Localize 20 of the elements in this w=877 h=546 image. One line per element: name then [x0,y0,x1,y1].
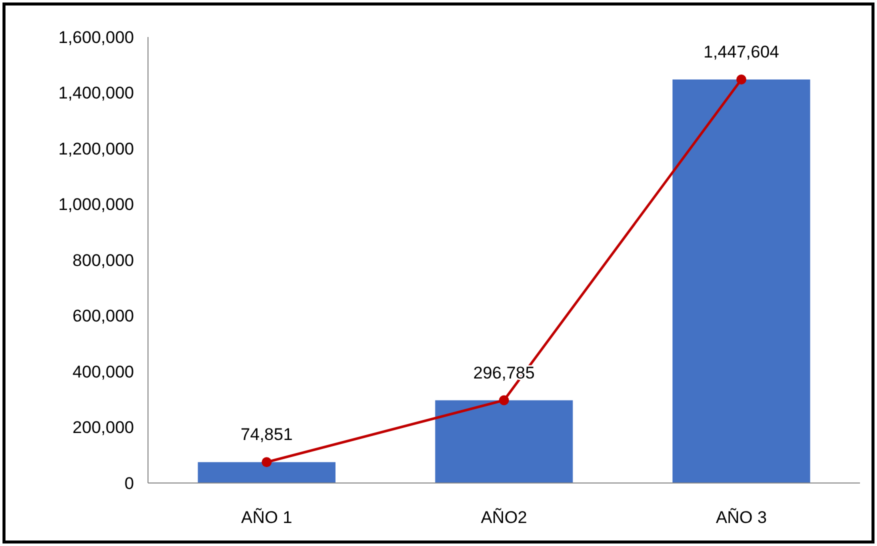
y-tick-label: 1,000,000 [58,195,134,214]
y-tick-label: 1,400,000 [58,84,134,103]
y-tick-label: 1,600,000 [58,28,134,47]
x-tick-label: AÑO2 [480,508,528,527]
x-tick-label: AÑO 3 [716,508,767,527]
point [262,457,272,468]
x-tick-label: AÑO 1 [241,508,292,527]
point [736,74,746,84]
y-tick-label: 1,200,000 [58,139,134,158]
y-tick-label: 600,000 [72,306,134,326]
y-tick-label: 800,000 [72,250,134,270]
data-label: 1,447,604 [704,42,780,62]
bar [672,79,810,483]
y-tick-label: 400,000 [72,362,134,382]
y-tick-label: 0 [124,474,134,493]
point [499,395,509,406]
y-tick-label: 200,000 [72,418,134,438]
data-label: 74,851 [240,425,293,444]
bar [198,462,336,483]
bar [435,400,573,483]
